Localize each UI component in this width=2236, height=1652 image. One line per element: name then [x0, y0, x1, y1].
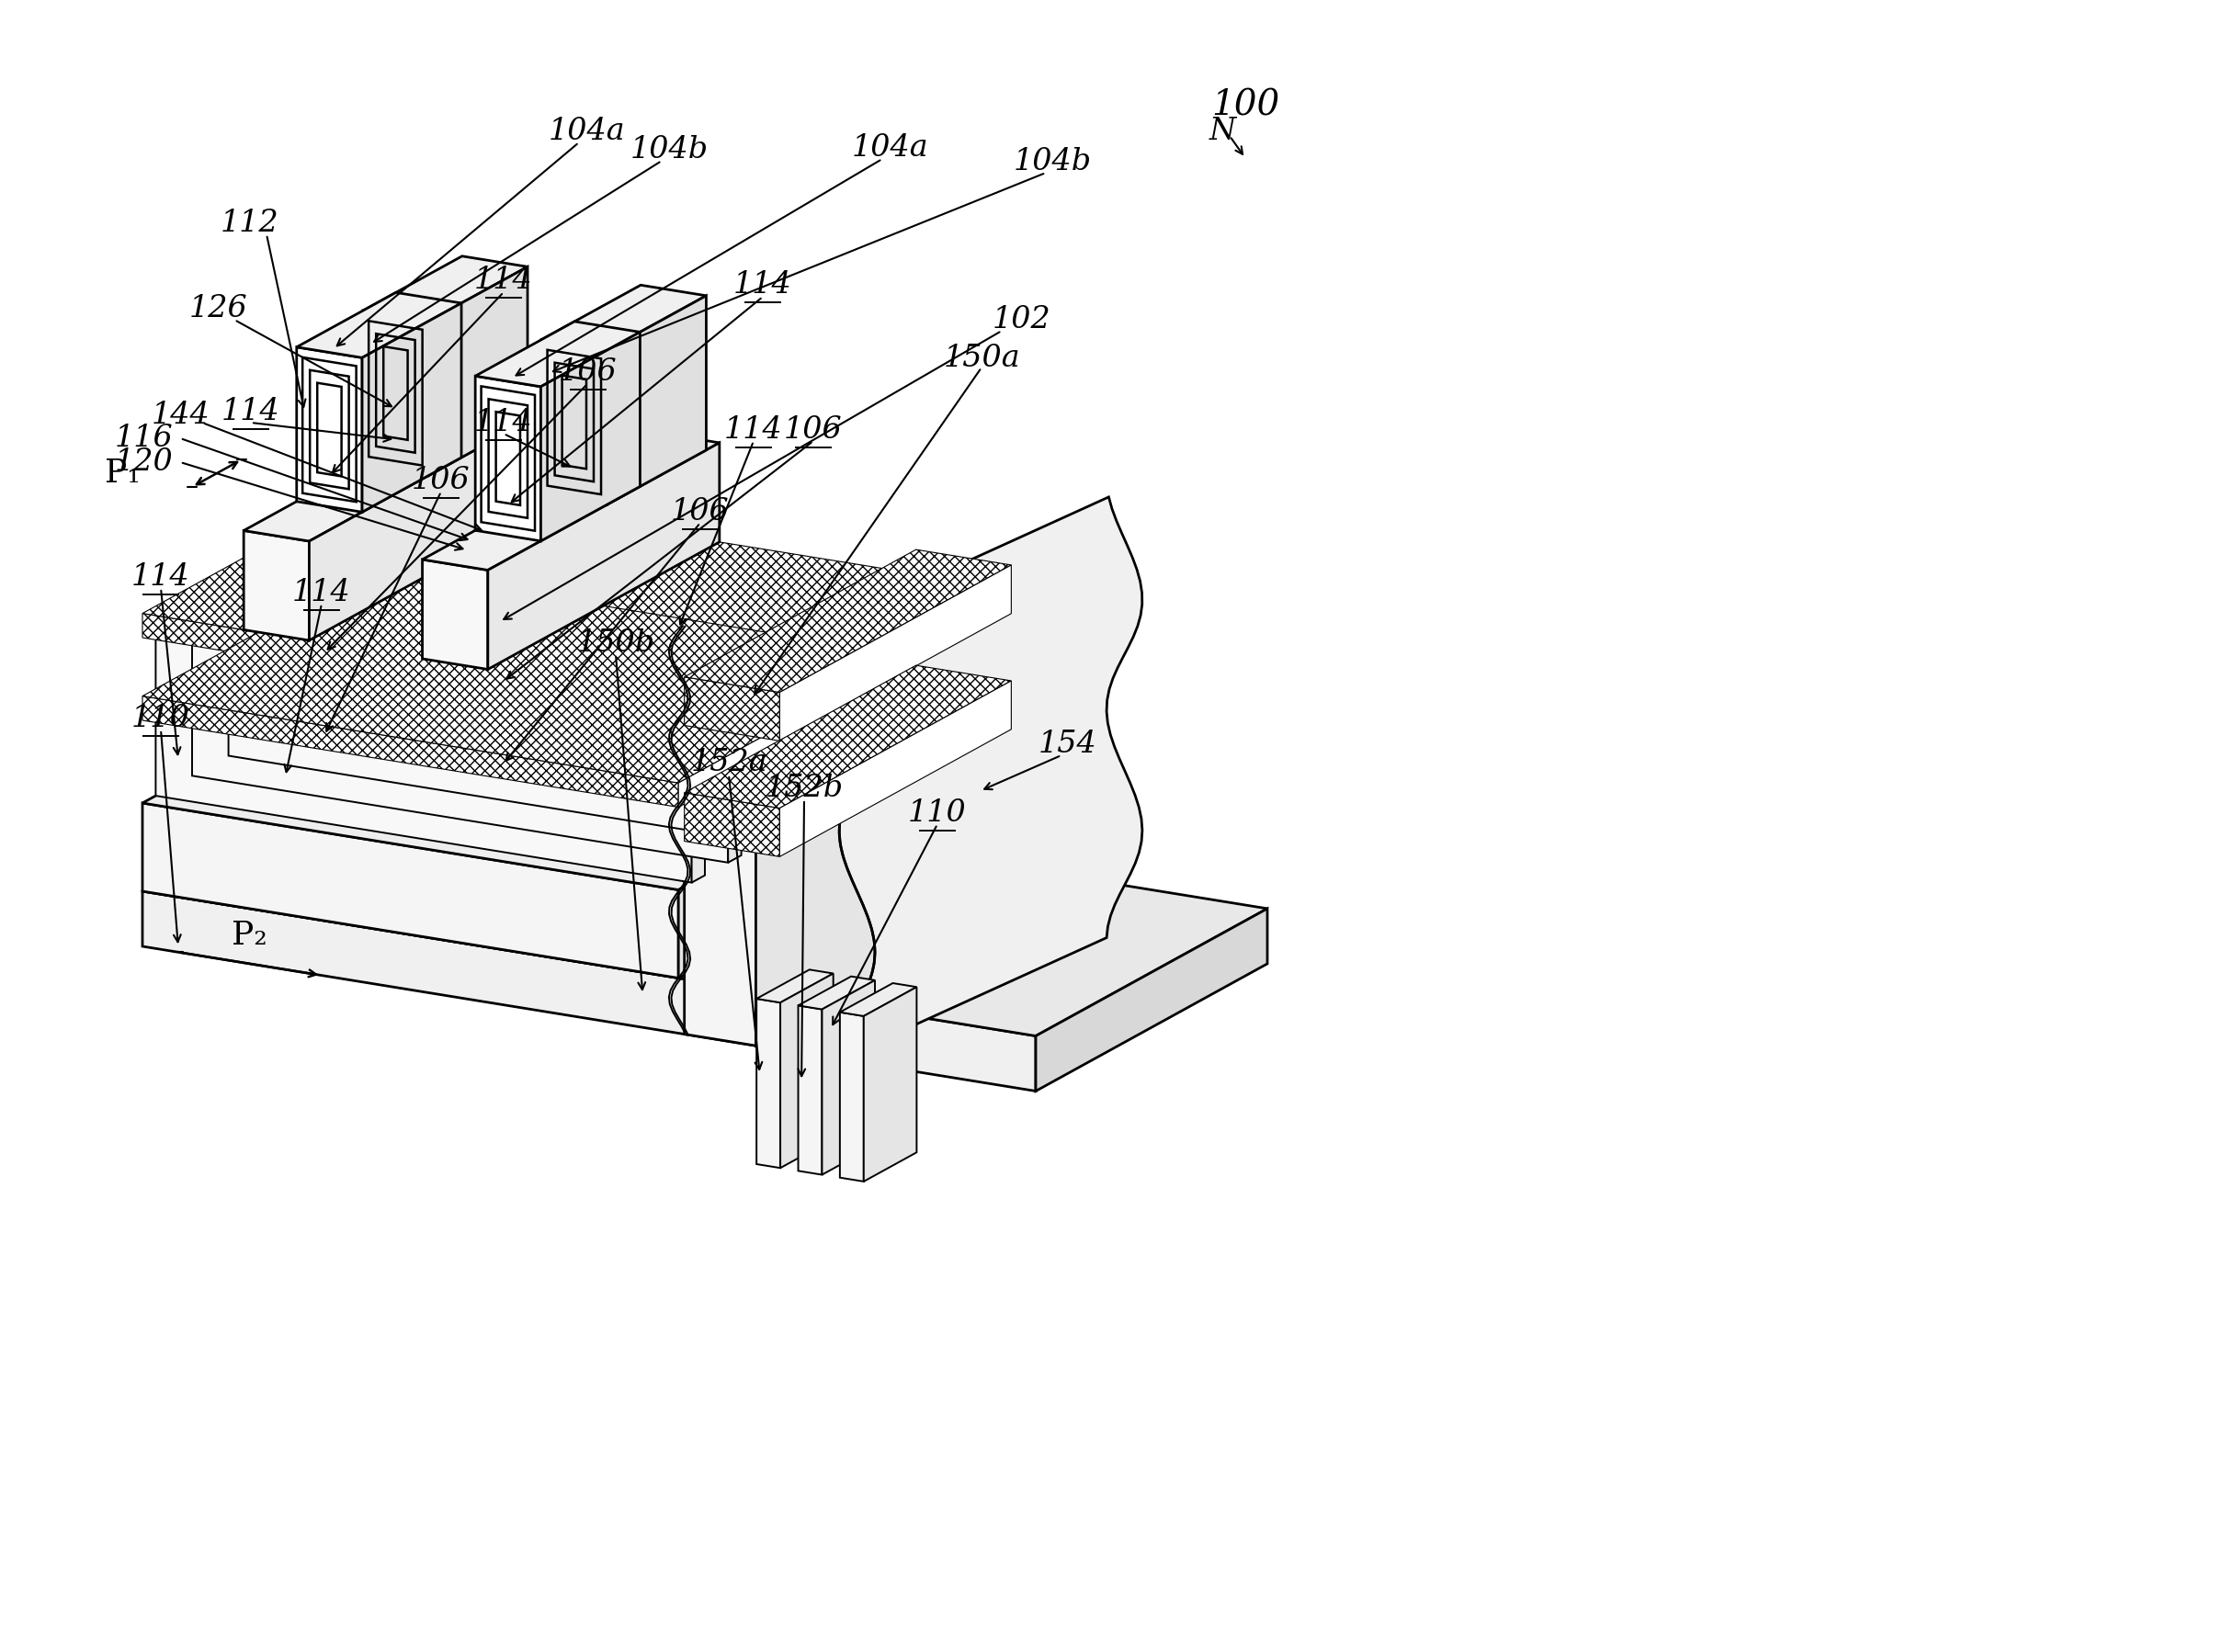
Polygon shape	[678, 573, 910, 725]
Text: 100: 100	[1212, 89, 1279, 122]
Polygon shape	[541, 332, 639, 540]
Text: 114: 114	[132, 562, 190, 591]
Polygon shape	[798, 1006, 823, 1175]
Polygon shape	[841, 983, 917, 1016]
Polygon shape	[678, 763, 910, 978]
Polygon shape	[143, 803, 678, 978]
Polygon shape	[765, 671, 778, 843]
Text: N: N	[1210, 117, 1237, 145]
Polygon shape	[192, 603, 742, 697]
Polygon shape	[423, 560, 487, 669]
Polygon shape	[143, 695, 678, 808]
Polygon shape	[841, 1013, 863, 1181]
Text: 126: 126	[190, 294, 248, 324]
Text: P₂: P₂	[233, 920, 268, 952]
Polygon shape	[157, 623, 704, 717]
Text: 104b: 104b	[631, 135, 709, 165]
Polygon shape	[157, 631, 691, 882]
Polygon shape	[362, 311, 429, 476]
Polygon shape	[729, 691, 742, 862]
Polygon shape	[780, 681, 1011, 857]
Polygon shape	[800, 649, 814, 823]
Text: 106: 106	[411, 466, 470, 496]
Polygon shape	[541, 340, 606, 504]
Polygon shape	[143, 763, 1268, 1036]
Polygon shape	[756, 970, 834, 1003]
Polygon shape	[487, 443, 720, 669]
Polygon shape	[423, 433, 720, 570]
Polygon shape	[297, 347, 362, 512]
Polygon shape	[678, 656, 910, 808]
Polygon shape	[684, 677, 780, 740]
Text: 114: 114	[293, 578, 351, 608]
Polygon shape	[429, 266, 528, 476]
Text: 104a: 104a	[852, 134, 928, 162]
Polygon shape	[838, 497, 1143, 1059]
Polygon shape	[684, 629, 988, 768]
Text: 116: 116	[114, 423, 174, 453]
Polygon shape	[476, 322, 639, 387]
Polygon shape	[309, 415, 541, 641]
Text: 110: 110	[908, 798, 966, 828]
Text: 106: 106	[559, 357, 617, 387]
Polygon shape	[863, 986, 917, 1181]
Polygon shape	[780, 973, 834, 1168]
Text: P₁: P₁	[105, 458, 141, 489]
Polygon shape	[362, 302, 461, 512]
Text: 154: 154	[1038, 730, 1098, 758]
Polygon shape	[798, 976, 874, 1009]
Polygon shape	[143, 676, 910, 890]
Text: 114: 114	[724, 415, 783, 444]
Polygon shape	[192, 610, 729, 862]
Polygon shape	[264, 563, 814, 657]
Text: 110: 110	[132, 704, 190, 733]
Text: 152b: 152b	[765, 773, 843, 803]
Text: 112: 112	[221, 208, 280, 238]
Text: 104b: 104b	[1013, 147, 1091, 177]
Text: 120: 120	[114, 448, 174, 477]
Polygon shape	[823, 980, 874, 1175]
Polygon shape	[143, 613, 678, 725]
Polygon shape	[691, 710, 704, 882]
Polygon shape	[684, 550, 1011, 692]
Polygon shape	[143, 568, 910, 783]
Text: 114: 114	[474, 408, 532, 438]
Polygon shape	[756, 641, 988, 1046]
Text: 114: 114	[474, 266, 532, 296]
Text: 150a: 150a	[944, 344, 1020, 373]
Polygon shape	[476, 377, 541, 540]
Text: 106: 106	[785, 415, 843, 444]
Polygon shape	[297, 292, 461, 358]
Polygon shape	[264, 570, 800, 823]
Text: 104a: 104a	[548, 117, 624, 145]
Polygon shape	[244, 403, 541, 542]
Polygon shape	[143, 890, 1035, 1090]
Polygon shape	[606, 296, 707, 504]
Polygon shape	[228, 590, 765, 843]
Polygon shape	[244, 530, 309, 641]
Polygon shape	[1035, 909, 1268, 1090]
Polygon shape	[684, 757, 756, 1046]
Text: 102: 102	[993, 306, 1051, 334]
Polygon shape	[780, 565, 1011, 740]
Text: 152a: 152a	[691, 748, 767, 778]
Text: 150b: 150b	[577, 628, 655, 657]
Text: 106: 106	[671, 497, 729, 527]
Text: 114: 114	[733, 271, 792, 299]
Text: 144: 144	[152, 400, 210, 430]
Polygon shape	[684, 666, 1011, 808]
Text: 114: 114	[221, 396, 280, 426]
Polygon shape	[541, 286, 707, 350]
Polygon shape	[143, 486, 910, 700]
Polygon shape	[362, 256, 528, 322]
Polygon shape	[756, 999, 780, 1168]
Polygon shape	[684, 793, 780, 857]
Polygon shape	[228, 583, 778, 677]
